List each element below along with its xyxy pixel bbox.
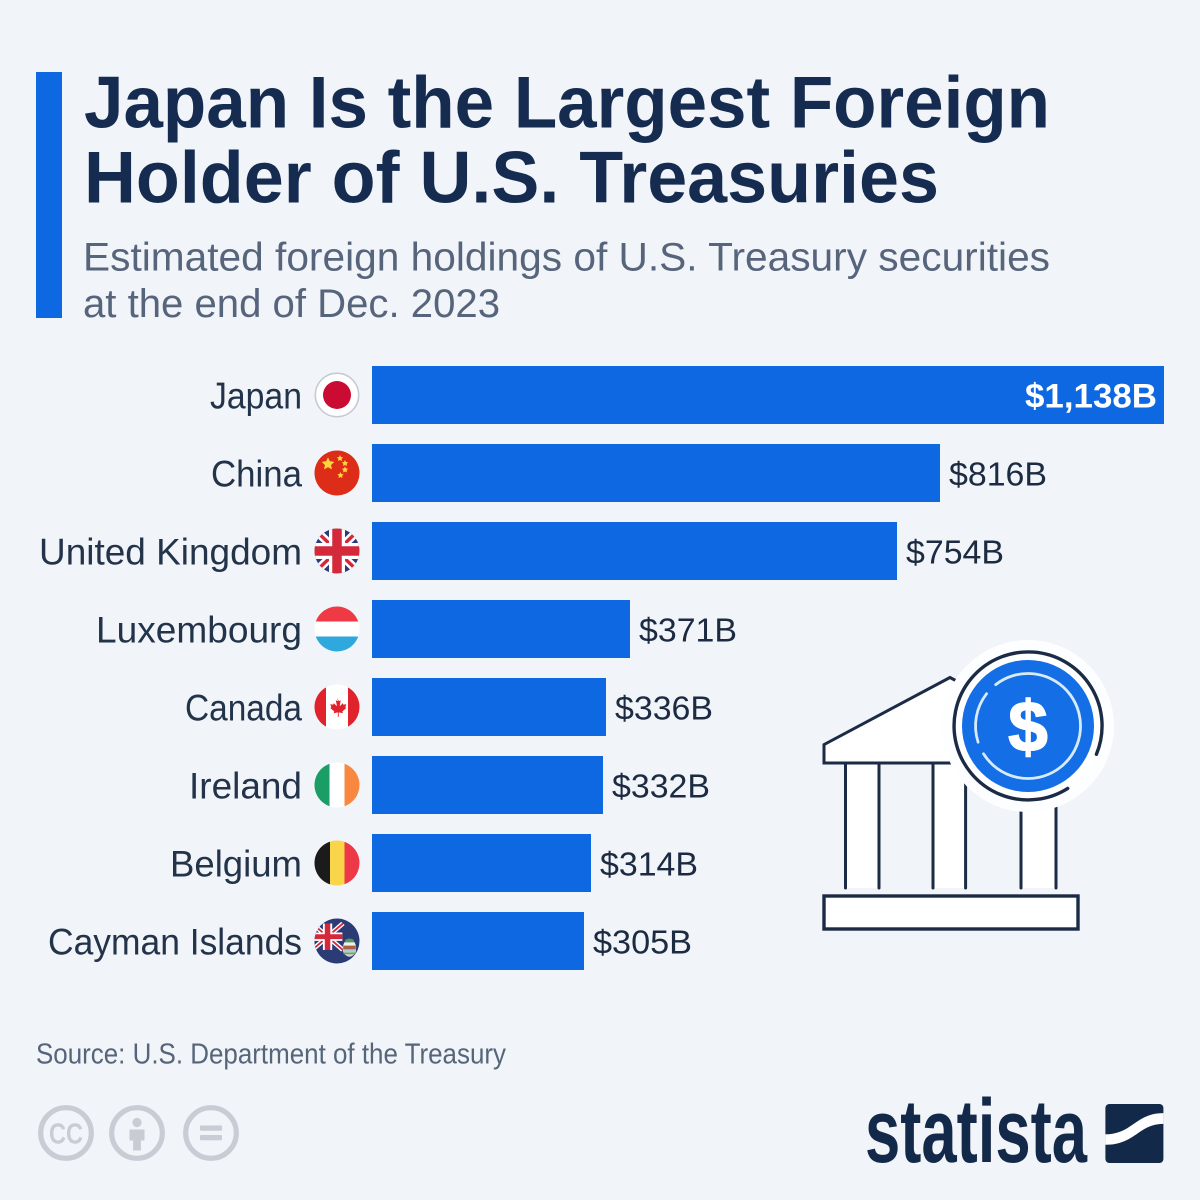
svg-text:at the end of Dec. 2023: at the end of Dec. 2023	[83, 282, 500, 326]
svg-text:$1,138B: $1,138B	[1025, 378, 1157, 416]
svg-text:Luxembourg: Luxembourg	[96, 609, 302, 651]
svg-text:$305B: $305B	[593, 924, 692, 961]
svg-text:Cayman Islands: Cayman Islands	[48, 921, 302, 963]
svg-text:statista: statista	[865, 1082, 1088, 1182]
svg-text:$: $	[1008, 688, 1048, 767]
svg-text:$371B: $371B	[639, 612, 737, 649]
svg-text:Japan: Japan	[210, 375, 302, 417]
svg-text:$336B: $336B	[615, 690, 713, 727]
svg-text:Ireland: Ireland	[189, 765, 302, 807]
svg-text:Belgium: Belgium	[170, 843, 302, 885]
svg-text:Estimated foreign holdings of: Estimated foreign holdings of U.S. Treas…	[83, 235, 1050, 279]
svg-text:CC: CC	[49, 1119, 83, 1151]
svg-text:United Kingdom: United Kingdom	[39, 531, 302, 573]
svg-text:$754B: $754B	[906, 534, 1004, 571]
svg-text:Holder of U.S. Treasuries: Holder of U.S. Treasuries	[84, 138, 939, 219]
svg-text:Japan Is the Largest Foreign: Japan Is the Largest Foreign	[84, 63, 1050, 144]
svg-text:$314B: $314B	[600, 846, 698, 883]
svg-text:Source: U.S. Department of the: Source: U.S. Department of the Treasury	[36, 1039, 507, 1071]
svg-text:$332B: $332B	[612, 768, 710, 805]
svg-text:China: China	[211, 453, 302, 495]
svg-text:$816B: $816B	[949, 456, 1047, 493]
svg-text:Canada: Canada	[185, 687, 302, 729]
